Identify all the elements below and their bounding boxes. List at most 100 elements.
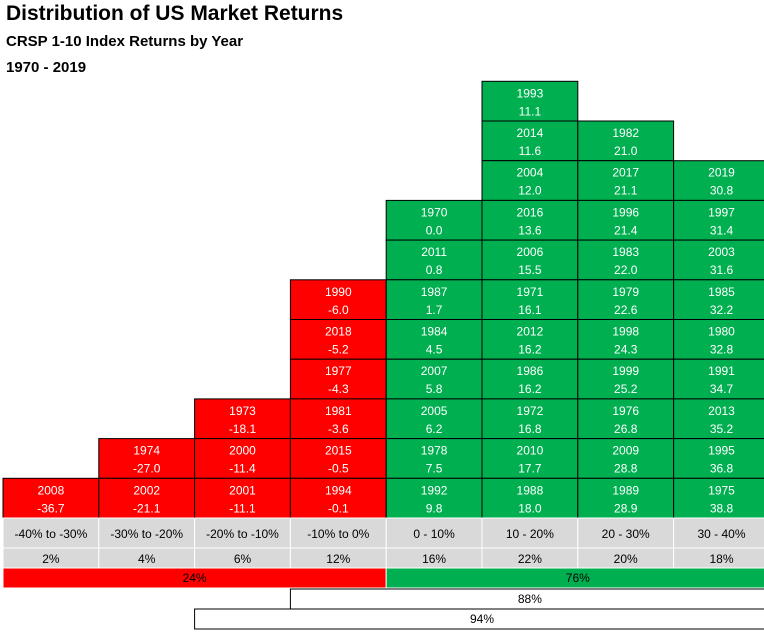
return-value: 11.6 xyxy=(519,144,542,158)
year-label: 1980 xyxy=(708,325,735,339)
return-value: -0.1 xyxy=(328,501,349,515)
year-label: 2018 xyxy=(325,325,352,339)
year-cell-box xyxy=(194,398,291,440)
year-label: 2015 xyxy=(325,444,352,458)
year-cell: 1984 4.5 xyxy=(385,319,483,360)
year-cell: 2002 -21.1 xyxy=(98,477,196,519)
bin-share-label: 18% xyxy=(709,552,733,566)
year-label: 1993 xyxy=(517,86,544,100)
return-value: -21.1 xyxy=(133,501,161,515)
bin-share-label: 4% xyxy=(138,552,156,566)
bin-range-label: -40% to -30% xyxy=(15,527,88,541)
year-label: 1998 xyxy=(612,325,639,339)
year-label: 1982 xyxy=(612,126,639,140)
return-value: 26.8 xyxy=(614,422,638,436)
year-cell-box xyxy=(481,279,579,320)
year-cell-box xyxy=(481,199,579,241)
bin-label-box xyxy=(194,517,291,549)
chart-subtitle: CRSP 1-10 Index Returns by Year xyxy=(6,33,244,50)
year-cell: 2018 -5.2 xyxy=(289,319,387,360)
bin-share-label: 20% xyxy=(614,552,638,566)
year-cell: 1995 36.8 xyxy=(673,438,764,479)
chart-title: Distribution of US Market Returns xyxy=(6,2,344,25)
year-cell: 1993 11.1 xyxy=(481,80,579,122)
year-cell: 1979 22.6 xyxy=(577,279,675,320)
bin-share-label: 16% xyxy=(422,552,446,566)
year-cell-box xyxy=(289,279,387,320)
return-value: -18.1 xyxy=(229,422,257,436)
year-cell: 1991 34.7 xyxy=(673,358,764,400)
return-value: 16.2 xyxy=(518,343,542,357)
year-label: 1997 xyxy=(708,205,735,219)
year-label: 1985 xyxy=(708,285,735,299)
year-label: 1981 xyxy=(325,404,352,418)
year-label: 1988 xyxy=(517,483,544,497)
year-cell-box xyxy=(385,279,483,320)
return-value: 28.8 xyxy=(614,462,638,476)
bin-label-box xyxy=(577,517,675,549)
year-cell: 1978 7.5 xyxy=(385,438,483,479)
return-value: 22.0 xyxy=(614,263,638,277)
year-cell: 1998 24.3 xyxy=(577,319,675,360)
year-label: 1975 xyxy=(708,483,735,497)
year-cell: 2006 15.5 xyxy=(481,239,579,281)
year-cell: 1988 18.0 xyxy=(481,477,579,519)
return-value: 16.1 xyxy=(518,303,542,317)
return-value: 1.7 xyxy=(426,303,443,317)
return-value: 28.9 xyxy=(614,501,638,515)
year-label: 1996 xyxy=(612,205,639,219)
year-cell: 1972 16.8 xyxy=(481,398,579,440)
year-cell: 2012 16.2 xyxy=(481,319,579,360)
return-value: -6.0 xyxy=(328,303,349,317)
year-label: 2010 xyxy=(517,444,544,458)
year-label: 2013 xyxy=(708,404,735,418)
bin-share-label: 12% xyxy=(326,552,350,566)
bin-range-label: -20% to -10% xyxy=(206,527,279,541)
bin-label-box xyxy=(673,517,764,549)
year-label: 2014 xyxy=(517,126,544,140)
year-cell: 2001 -11.1 xyxy=(194,477,291,519)
year-cell-box xyxy=(481,358,579,400)
year-label: 2016 xyxy=(517,205,544,219)
year-cell: 1977 -4.3 xyxy=(289,358,387,400)
return-value: 22.6 xyxy=(614,303,638,317)
return-value: 35.2 xyxy=(710,422,734,436)
bin-range-label: 0 - 10% xyxy=(413,527,455,541)
year-cell-box xyxy=(481,239,579,281)
summary-label: 94% xyxy=(470,612,494,626)
year-cell: 1992 9.8 xyxy=(385,477,483,519)
summary-label: 76% xyxy=(566,571,590,585)
return-value: 25.2 xyxy=(614,382,638,396)
year-cell-box xyxy=(385,398,483,440)
year-label: 1987 xyxy=(421,285,448,299)
bin-share-label: 22% xyxy=(518,552,542,566)
chart-period: 1970 - 2019 xyxy=(6,59,87,76)
year-label: 1983 xyxy=(612,245,639,259)
year-label: 2017 xyxy=(612,166,639,180)
year-label: 1984 xyxy=(421,325,448,339)
year-cell: 1999 25.2 xyxy=(577,358,675,400)
year-cell: 2000 -11.4 xyxy=(194,438,291,479)
year-label: 1971 xyxy=(517,285,544,299)
year-cell-box xyxy=(481,120,579,162)
year-label: 1979 xyxy=(612,285,639,299)
return-value: -4.3 xyxy=(328,382,349,396)
year-label: 2001 xyxy=(229,483,256,497)
year-cell: 2007 5.8 xyxy=(385,358,483,400)
bin-share-label: 6% xyxy=(234,552,252,566)
return-value: 32.8 xyxy=(710,343,734,357)
year-cell: 2005 6.2 xyxy=(385,398,483,440)
return-value: 6.2 xyxy=(426,422,443,436)
year-label: 1972 xyxy=(517,404,544,418)
return-value: 12.0 xyxy=(518,184,542,198)
return-value: 21.0 xyxy=(614,144,638,158)
year-cell: 1983 22.0 xyxy=(577,239,675,281)
return-value: -27.0 xyxy=(133,462,161,476)
year-cell: 1970 0.0 xyxy=(385,199,483,241)
year-cell-box xyxy=(577,160,675,201)
year-cell-box xyxy=(577,239,675,281)
year-cell: 2014 11.6 xyxy=(481,120,579,162)
year-label: 2003 xyxy=(708,245,735,259)
year-label: 1986 xyxy=(517,364,544,378)
